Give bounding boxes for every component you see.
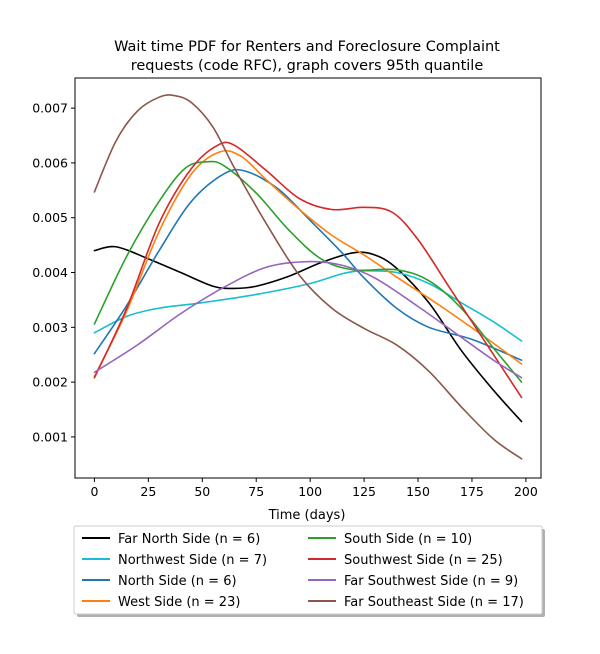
y-tick-label-6: 0.007 [32,101,68,116]
y-tick-label-0: 0.001 [32,429,68,444]
legend-label-4: South Side (n = 10) [344,532,472,547]
x-axis-label: Time (days) [268,508,346,523]
series-lines [93,94,523,460]
plot-area [75,78,541,478]
legend-label-1: Northwest Side (n = 7) [118,553,267,568]
legend-label-3: West Side (n = 23) [118,595,240,610]
series-line-5 [93,141,523,399]
legend-label-6: Far Southwest Side (n = 9) [344,574,518,589]
y-tick-label-5: 0.006 [32,155,68,170]
plot-frame [74,77,542,479]
legend-label-2: North Side (n = 6) [118,574,237,589]
legend-box [73,525,543,615]
legend-label-5: Southwest Side (n = 25) [344,553,503,568]
legend-label-0: Far North Side (n = 6) [118,532,260,547]
x-tick-label-5: 125 [352,484,376,499]
x-tick-label-0: 0 [90,484,98,499]
chart-title-line2: requests (code RFC), graph covers 95th q… [131,58,484,74]
legend-items: Far North Side (n = 6) Northwest Side (n … [82,532,524,610]
y-tick-label-4: 0.005 [32,210,68,225]
y-tick-label-2: 0.003 [32,320,68,335]
x-tick-label-7: 175 [460,484,484,499]
x-tick-label-8: 200 [514,484,538,499]
x-tick-label-1: 25 [140,484,156,499]
legend: Far North Side (n = 6) Northwest Side (n … [73,525,545,617]
series-line-1 [93,269,523,342]
series-line-6 [93,260,523,379]
x-tick-label-3: 75 [248,484,264,499]
y-tick-label-3: 0.004 [32,265,68,280]
series-line-7 [93,94,523,460]
x-tick-label-4: 100 [298,484,322,499]
series-line-3 [93,149,523,378]
chart-title-line1: Wait time PDF for Renters and Foreclosur… [114,39,500,55]
x-tick-label-2: 50 [194,484,210,499]
y-tick-label-1: 0.002 [32,375,68,390]
legend-label-7: Far Southeast Side (n = 17) [344,595,524,610]
x-axis-ticks: 0 25 50 75 100 125 150 175 200 [90,478,538,499]
series-line-2 [93,168,523,361]
x-tick-label-6: 150 [406,484,430,499]
y-axis-ticks: 0.001 0.002 0.003 0.004 0.005 0.006 0.007 [32,101,75,444]
series-line-4 [93,160,523,383]
